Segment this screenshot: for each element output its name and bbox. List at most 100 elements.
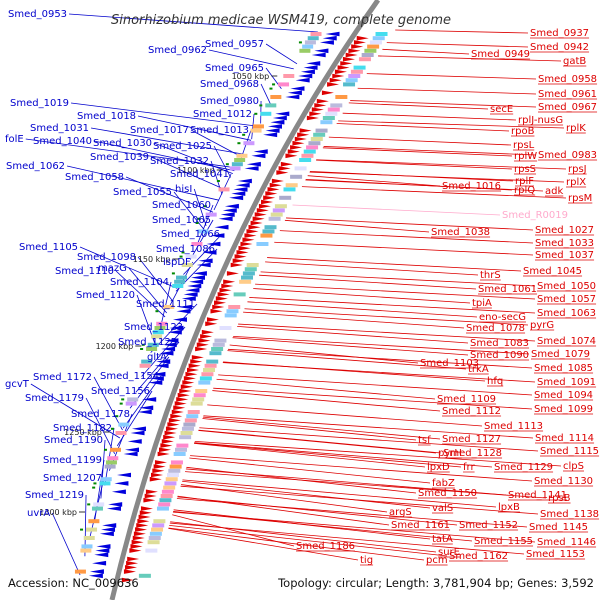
cog-category-block bbox=[156, 506, 169, 511]
forward-strand-feature bbox=[177, 392, 190, 398]
gene-label-smed-1060: Smed_1060 bbox=[152, 200, 211, 211]
gene-label-smed-0968: Smed_0968 bbox=[200, 79, 259, 90]
cog-category-block bbox=[299, 48, 311, 53]
cog-category-block bbox=[310, 32, 322, 36]
topology-text: Topology: circular; Length: 3,781,904 bp… bbox=[277, 576, 594, 590]
gene-label-smed-1085: Smed_1085 bbox=[534, 363, 593, 374]
reverse-strand-feature bbox=[167, 329, 182, 335]
gene-label-smed-1099: Smed_1099 bbox=[534, 404, 593, 415]
forward-strand-feature bbox=[299, 128, 312, 133]
reverse-strand-feature bbox=[285, 94, 300, 100]
scale-label-1150-kbp: 1150 kbp bbox=[133, 255, 171, 264]
gene-label-connector bbox=[177, 495, 390, 526]
forward-strand-feature bbox=[123, 569, 136, 574]
cog-category-block bbox=[358, 57, 371, 62]
gene-label-smed-0953: Smed_0953 bbox=[8, 9, 67, 20]
gene-label-connector bbox=[93, 376, 123, 431]
reverse-strand-feature bbox=[123, 451, 138, 457]
cog-category-block bbox=[99, 481, 111, 486]
cog-category-block bbox=[204, 363, 217, 368]
gene-label-connector bbox=[194, 440, 562, 467]
gene-label-connector bbox=[203, 415, 534, 439]
gene-label-connector bbox=[190, 129, 242, 158]
cog-category-block bbox=[88, 519, 100, 524]
gene-label-smed-1111: Smed_1111 bbox=[136, 299, 195, 310]
gene-label-smed-1074: Smed_1074 bbox=[537, 336, 596, 347]
cog-category-block bbox=[279, 195, 292, 200]
scale-ticks: 1050 kbp 1100 kbp 1150 kbp 1200 kbp 1250 kbp… bbox=[39, 72, 278, 517]
cog-category-block bbox=[187, 410, 200, 414]
rna-feature-marker bbox=[92, 486, 96, 489]
gene-label-smed-1104: Smed_1104 bbox=[110, 277, 169, 288]
cog-category-block bbox=[141, 359, 153, 364]
gene-label-smed-1129: Smed_1129 bbox=[494, 462, 553, 473]
cog-category-block bbox=[190, 401, 203, 406]
reverse-strand-feature bbox=[89, 569, 104, 574]
gene-label-connector bbox=[247, 301, 478, 318]
cog-category-block bbox=[152, 523, 165, 528]
cog-category-block bbox=[256, 242, 269, 246]
gene-label-ispdf: ispDF bbox=[163, 257, 191, 268]
cog-category-block bbox=[239, 279, 252, 284]
forward-strand-feature bbox=[214, 300, 227, 306]
rna-feature-marker bbox=[87, 503, 91, 506]
forward-strand-feature bbox=[263, 195, 276, 201]
gene-label-connector bbox=[237, 326, 469, 344]
cog-category-block bbox=[348, 74, 361, 78]
gene-label-connector bbox=[348, 102, 489, 110]
rna-feature-marker bbox=[181, 251, 185, 254]
reverse-strand-feature bbox=[178, 304, 193, 310]
gene-label-connector bbox=[193, 188, 207, 227]
forward-strand-feature bbox=[129, 548, 142, 553]
reverse-strand-feature bbox=[106, 506, 121, 511]
cog-category-block bbox=[310, 137, 323, 141]
reverse-strand-feature bbox=[196, 262, 211, 268]
forward-strand-feature bbox=[198, 338, 211, 343]
gene-label-smed-1130: Smed_1130 bbox=[534, 476, 593, 487]
cog-category-block bbox=[183, 422, 196, 427]
gene-label-rpsm: rpsM bbox=[568, 193, 592, 204]
forward-strand-feature bbox=[309, 111, 322, 117]
reverse-strand-feature bbox=[191, 275, 206, 280]
gene-label-smed-1058: Smed_1058 bbox=[65, 172, 124, 183]
forward-strand-feature bbox=[342, 56, 355, 62]
forward-strand-feature bbox=[337, 65, 350, 70]
forward-strand-feature bbox=[133, 531, 146, 537]
gene-label-uvra: uvrA bbox=[27, 508, 50, 519]
gene-label-connector bbox=[233, 335, 530, 355]
gene-label-connector bbox=[213, 387, 533, 410]
cog-category-block bbox=[74, 569, 86, 574]
gene-label-smed-1127: Smed_1127 bbox=[442, 434, 501, 445]
cog-category-block bbox=[158, 502, 171, 507]
gene-label-smed-1179: Smed_1179 bbox=[25, 393, 84, 404]
reverse-strand-feature bbox=[117, 472, 132, 478]
gene-label-smed-1105: Smed_1105 bbox=[19, 242, 78, 253]
gene-label-connector bbox=[265, 261, 479, 276]
cog-category-block bbox=[306, 145, 319, 150]
cog-category-block bbox=[250, 128, 262, 133]
cog-category-block bbox=[335, 95, 348, 99]
forward-strand-feature bbox=[205, 321, 218, 327]
gene-label-rpss: rpsS bbox=[514, 164, 536, 175]
cog-category-block bbox=[118, 422, 130, 427]
gene-label-smed-1138: Smed_1138 bbox=[540, 509, 599, 520]
gene-label-connector bbox=[395, 29, 529, 34]
reverse-strand-feature bbox=[272, 115, 287, 121]
forward-strand-feature bbox=[165, 426, 178, 432]
reverse-strand-feature bbox=[202, 250, 217, 255]
cog-category-block bbox=[107, 456, 119, 461]
gene-label-smed-1128: Smed_1128 bbox=[443, 448, 502, 459]
gene-label-connector bbox=[128, 267, 168, 314]
reverse-strand-feature bbox=[235, 182, 250, 188]
gene-label-connector bbox=[238, 323, 536, 342]
gene-label-gatb: gatB bbox=[563, 56, 586, 67]
forward-strand-feature bbox=[244, 233, 257, 238]
rna-feature-marker bbox=[254, 112, 258, 115]
gene-label-connector bbox=[212, 390, 441, 412]
gene-label-frr: frr bbox=[463, 462, 475, 473]
gene-label-smed-1098: Smed_1098 bbox=[77, 252, 136, 263]
cog-category-block bbox=[285, 183, 298, 188]
rna-feature-marker bbox=[298, 41, 302, 44]
forward-strand-feature bbox=[280, 161, 293, 167]
gene-label-args: argS bbox=[389, 507, 412, 518]
